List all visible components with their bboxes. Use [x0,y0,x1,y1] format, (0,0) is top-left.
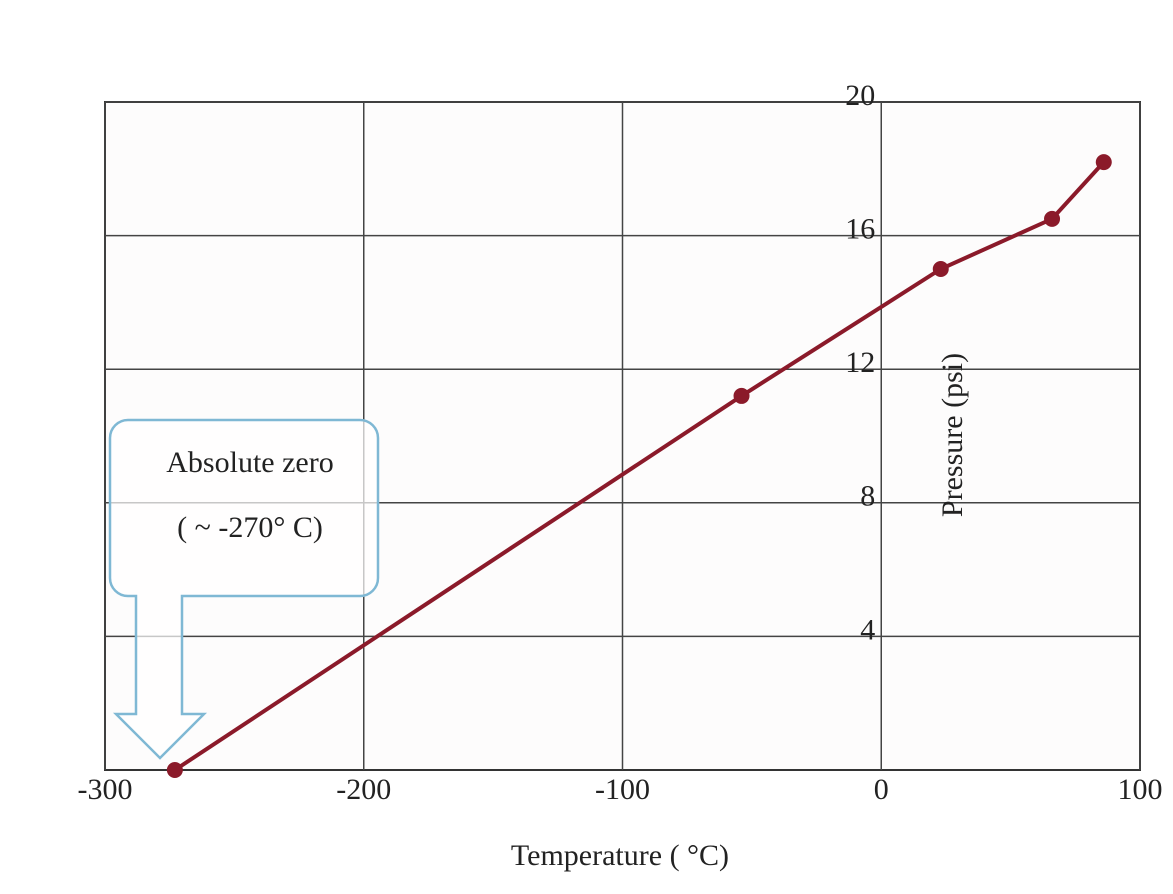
x-axis-label: Temperature ( °C) [511,839,729,872]
y-tick-label: 8 [860,480,875,513]
annotation-line: ( ~ -270° C) [177,511,323,544]
annotation-line: Absolute zero [166,446,333,479]
y-tick-label: 16 [845,212,875,245]
x-tick-label: -300 [78,773,133,806]
y-tick-label: 20 [845,79,875,112]
y-tick-label: 12 [845,346,875,379]
x-tick-label: 0 [874,773,889,806]
data-point [1096,154,1112,170]
data-point [933,261,949,277]
x-tick-label: 100 [1118,773,1163,806]
data-point [1044,211,1060,227]
data-point [167,762,183,778]
page: Absolute zero ( ~ -270° C) Temperature (… [0,0,1173,894]
data-point [734,388,750,404]
chart: Absolute zero ( ~ -270° C) Temperature (… [0,0,1173,889]
y-tick-label: 4 [860,613,875,646]
x-tick-label: -200 [336,773,391,806]
x-tick-label: -100 [595,773,650,806]
y-axis-label: Pressure (psi) [936,353,969,517]
